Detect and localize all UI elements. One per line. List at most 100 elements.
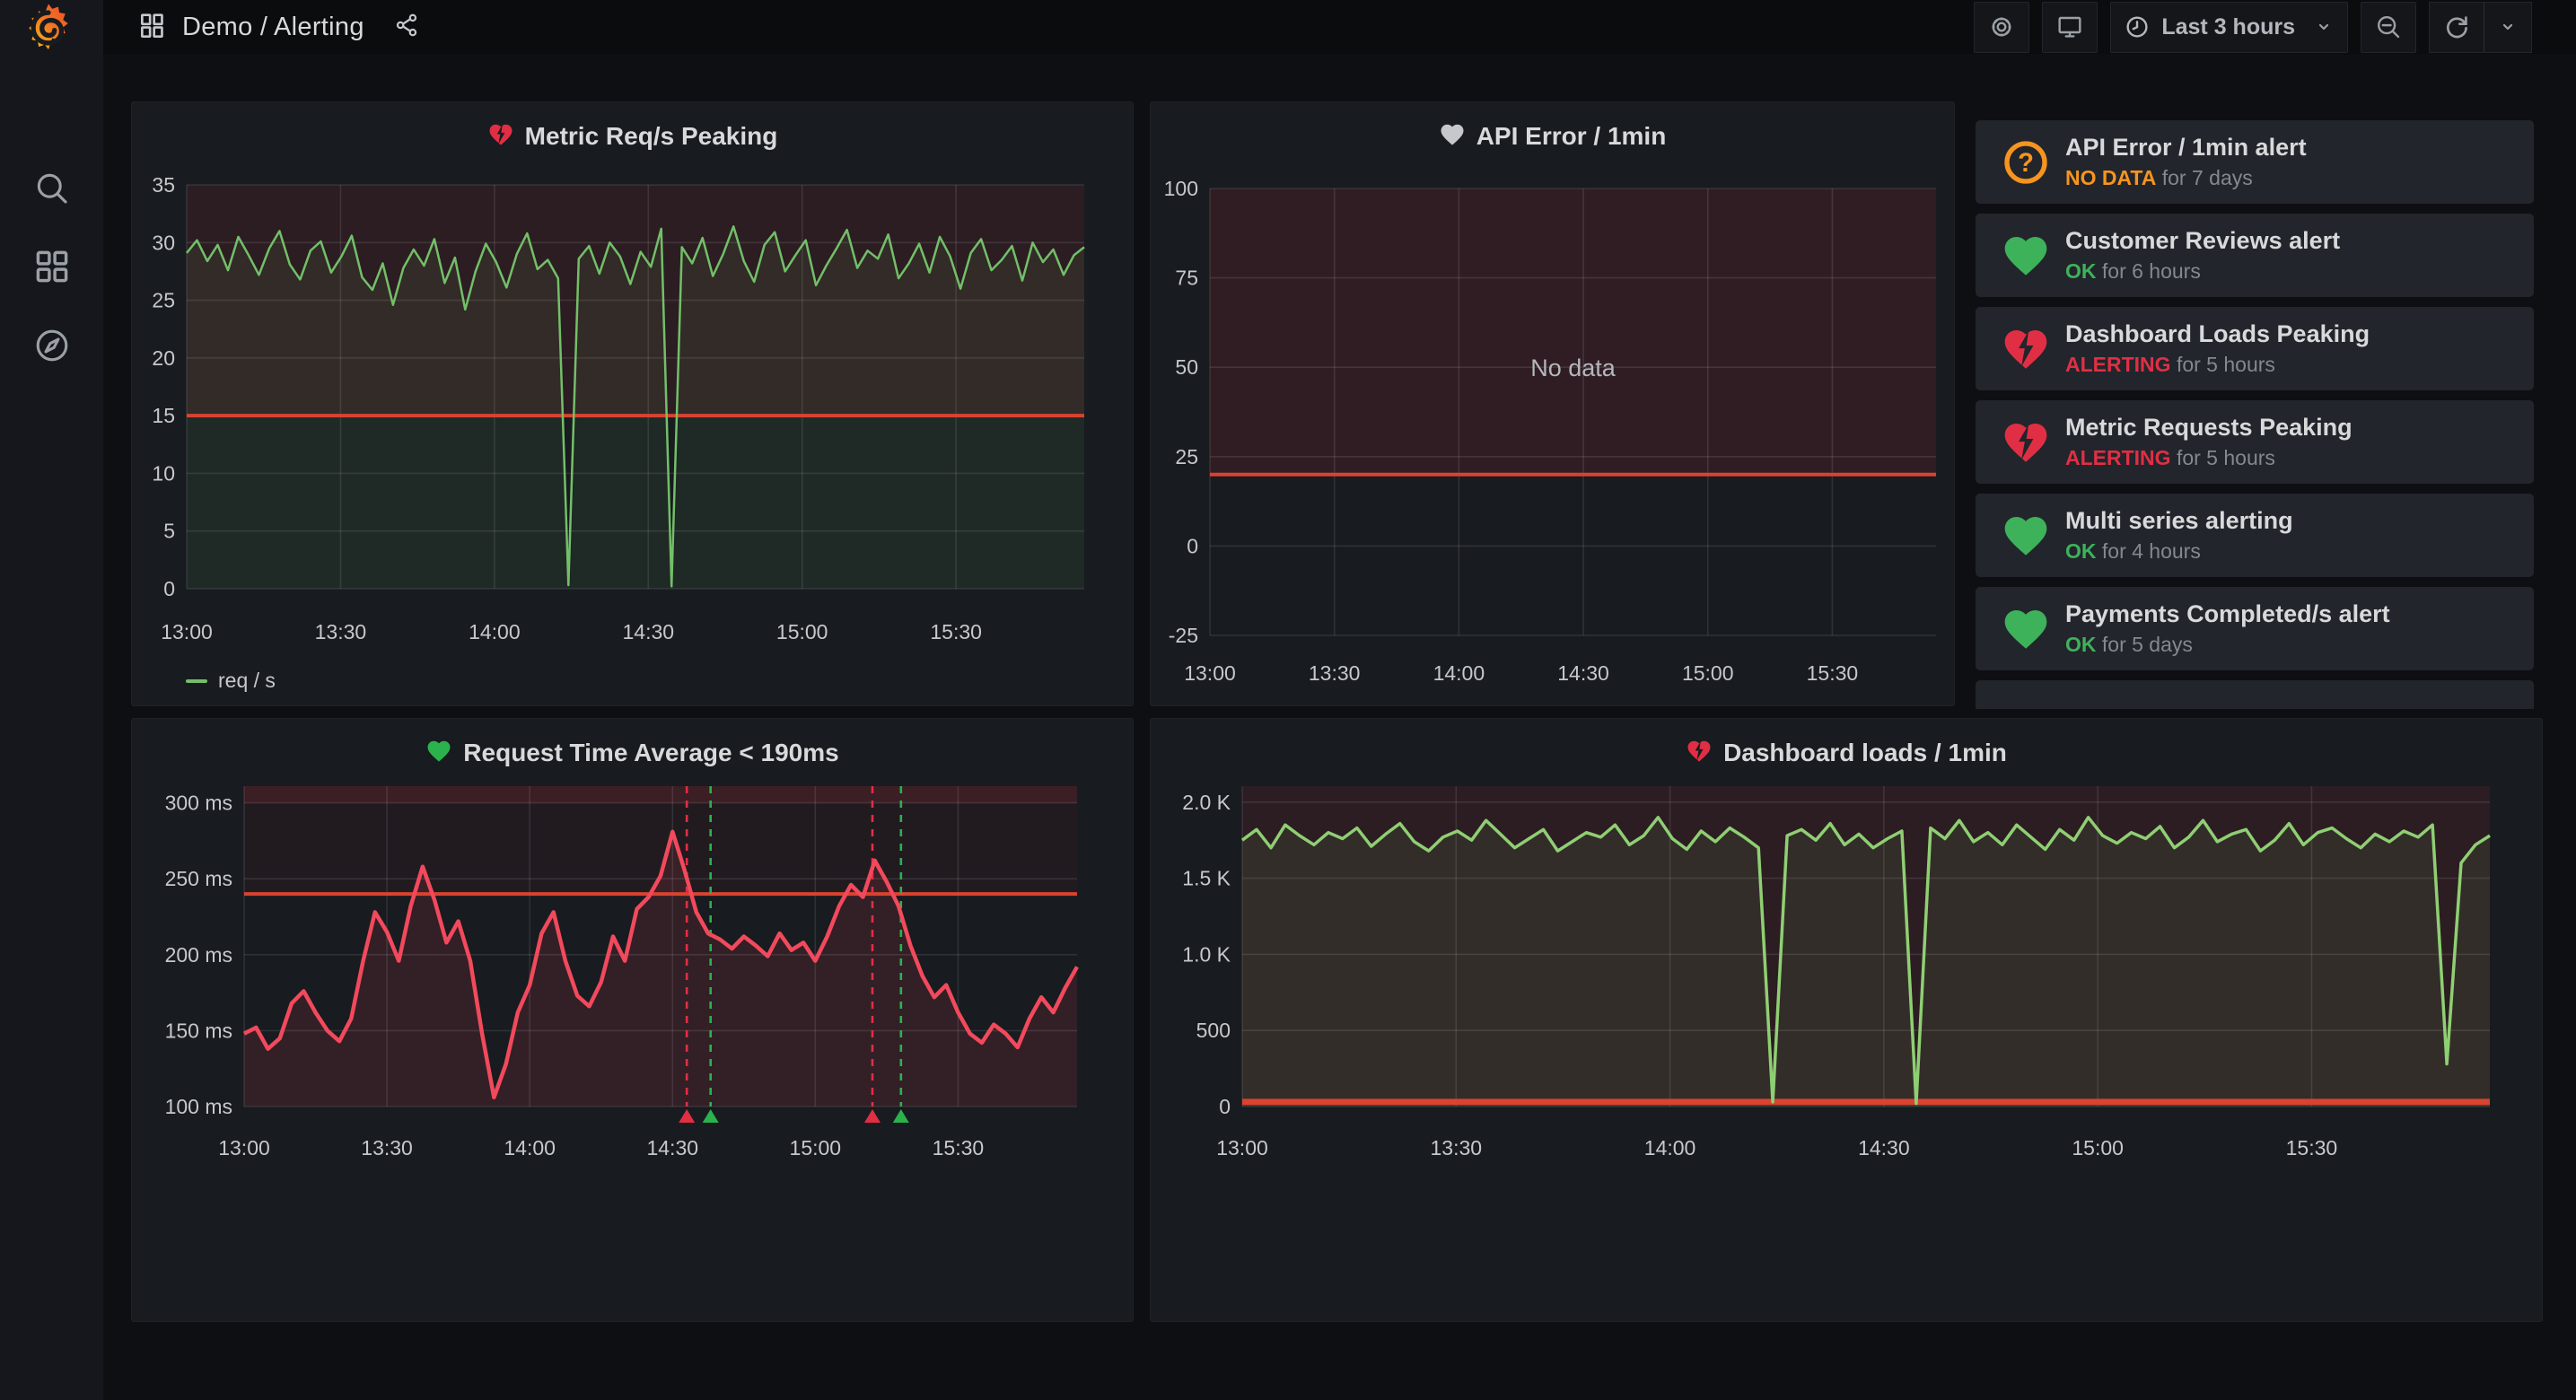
x-axis-label: 15:00	[1682, 661, 1734, 685]
heart-icon	[425, 738, 452, 769]
annotation-marker[interactable]	[679, 1109, 696, 1123]
chart-metric-req-peaking[interactable]: 0 5 10 15 20 25 30 35 13:00 13:30 14:00 14:30 15:00 1…	[132, 162, 1133, 646]
search-icon[interactable]	[32, 169, 72, 208]
alert-rule-name: Payments Completed/s alert	[2065, 600, 2390, 627]
y-axis-label: 25	[1175, 445, 1198, 468]
alert-rule-item[interactable]: Multi series alerting OK for 4 hours	[1976, 494, 2534, 577]
y-axis-label: 50	[1175, 355, 1198, 379]
x-axis-label: 14:00	[1644, 1136, 1696, 1159]
panel-dashboard-loads: Dashboard loads / 1min 0 500 1.0 K 1.5 K 2.0…	[1150, 718, 2543, 1322]
alert-rule-item[interactable]	[1976, 680, 2534, 709]
time-range-label: Last 3 hours	[2161, 13, 2295, 39]
annotation-marker[interactable]	[702, 1109, 719, 1123]
annotation-marker[interactable]	[892, 1109, 909, 1123]
grafana-logo-icon[interactable]	[22, 2, 74, 54]
broken-heart-icon	[1686, 738, 1713, 769]
y-axis-label: 250 ms	[165, 867, 232, 890]
heart-icon	[1439, 121, 1466, 153]
x-axis-label: 13:00	[218, 1136, 270, 1159]
panel-title: API Error / 1min	[1476, 122, 1667, 150]
x-axis-label: 15:00	[2072, 1136, 2124, 1159]
threshold-region	[187, 185, 1084, 416]
chart-api-error[interactable]: -25 0 25 50 75 100 13:00 13:30 14:00 14:30 15:00 15…	[1151, 162, 1954, 707]
y-axis-label: 30	[152, 231, 175, 254]
dashboard-settings-button[interactable]	[1974, 1, 2030, 53]
alert-rule-status: NO DATA for 7 days	[2065, 166, 2253, 189]
alert-rule-status: OK for 5 days	[2065, 633, 2193, 656]
heart-icon	[2001, 604, 2051, 654]
explore-compass-icon[interactable]	[32, 326, 72, 365]
panel-metric-req-peaking: Metric Req/s Peaking 0 5 10 15 20 25 30 35 13:00…	[131, 101, 1134, 706]
alert-rule-item[interactable]: ? API Error / 1min alert NO DATA for 7 day…	[1976, 120, 2534, 204]
panel-api-error: API Error / 1min -25 0 25 50 75 100 13:00 13:30…	[1150, 101, 1955, 706]
legend-series-color	[186, 678, 207, 683]
y-axis-label: 100	[1164, 177, 1198, 200]
threshold-region	[244, 786, 1077, 803]
y-axis-label: 0	[1187, 534, 1198, 557]
alert-rule-item[interactable]: Metric Requests Peaking ALERTING for 5 ho…	[1976, 400, 2534, 484]
y-axis-label: 150 ms	[165, 1019, 232, 1042]
y-axis-label: 25	[152, 289, 175, 312]
share-icon[interactable]	[393, 12, 420, 43]
no-data-text: No data	[1530, 354, 1617, 381]
tv-mode-button[interactable]	[2042, 1, 2098, 53]
legend[interactable]: req / s	[186, 669, 276, 693]
y-axis-label: 200 ms	[165, 943, 232, 967]
svg-text:?: ?	[2018, 149, 2034, 178]
refresh-button[interactable]	[2429, 1, 2484, 53]
chart-dashboard-loads[interactable]: 0 500 1.0 K 1.5 K 2.0 K 13:00 13:30 14:00 14:30 1…	[1151, 778, 2542, 1323]
sidebar	[0, 0, 103, 1400]
y-axis-label: 0	[163, 577, 175, 600]
x-axis-label: 15:00	[790, 1136, 842, 1159]
series-line	[242, 829, 1079, 1100]
x-axis-label: 13:30	[1431, 1136, 1483, 1159]
x-axis-label: 15:30	[1807, 661, 1859, 685]
x-axis-label: 14:00	[469, 620, 521, 643]
x-axis-label: 15:00	[776, 620, 828, 643]
y-axis-label: 100 ms	[165, 1095, 232, 1118]
chart-request-time-average[interactable]: 100 ms 150 ms 200 ms 250 ms 300 ms 13:00 13:30…	[132, 778, 1133, 1323]
alert-rule-name: Dashboard Loads Peaking	[2065, 320, 2370, 347]
alert-rule-status: ALERTING for 5 hours	[2065, 353, 2275, 376]
x-axis-label: 14:30	[1858, 1136, 1910, 1159]
zoom-out-button[interactable]	[2361, 1, 2416, 53]
series-line	[1240, 816, 2491, 1106]
heart-broken-icon	[2001, 324, 2051, 374]
y-axis-label: -25	[1169, 624, 1198, 647]
x-axis-label: 15:30	[2286, 1136, 2338, 1159]
y-axis-label: 500	[1196, 1019, 1231, 1042]
dashboard-squares-icon[interactable]	[137, 11, 166, 44]
y-axis-label: 15	[152, 404, 175, 427]
y-axis-label: 2.0 K	[1182, 791, 1231, 814]
refresh-interval-dropdown[interactable]	[2484, 1, 2532, 53]
panel-request-time-average: Request Time Average < 190ms 100 ms 150 m…	[131, 718, 1134, 1322]
series-line	[186, 225, 1085, 588]
y-axis-label: 35	[152, 173, 175, 197]
breadcrumb[interactable]: Demo / Alerting	[182, 12, 364, 41]
alert-rule-item[interactable]: Customer Reviews alert OK for 6 hours	[1976, 214, 2534, 297]
legend-series-label: req / s	[218, 669, 276, 692]
time-range-picker[interactable]: Last 3 hours	[2110, 1, 2348, 53]
panel-header[interactable]: API Error / 1min	[1151, 102, 1954, 162]
panel-header[interactable]: Metric Req/s Peaking	[132, 102, 1133, 162]
dashboards-icon[interactable]	[32, 247, 72, 286]
alert-list: ? API Error / 1min alert NO DATA for 7 day…	[1976, 120, 2534, 709]
series-fill	[244, 831, 1077, 1107]
y-axis-label: 5	[163, 520, 175, 543]
top-navbar: Demo / Alerting Last 3 hours	[103, 0, 2576, 54]
alert-rule-item[interactable]: Dashboard Loads Peaking ALERTING for 5 ho…	[1976, 307, 2534, 390]
heart-icon	[2001, 511, 2051, 561]
x-axis-label: 14:30	[1557, 661, 1609, 685]
annotation-marker[interactable]	[863, 1109, 881, 1123]
alert-rule-name: API Error / 1min alert	[2065, 134, 2307, 161]
y-axis-label: 300 ms	[165, 792, 232, 815]
threshold-region	[1210, 188, 1936, 475]
panel-header[interactable]: Request Time Average < 190ms	[132, 719, 1133, 778]
y-axis-label: 1.0 K	[1182, 942, 1231, 966]
panel-header[interactable]: Dashboard loads / 1min	[1151, 719, 2542, 778]
question-circle-icon: ?	[2001, 137, 2051, 188]
alert-rule-item[interactable]: Payments Completed/s alert OK for 5 days	[1976, 587, 2534, 670]
alert-rule-status: OK for 4 hours	[2065, 539, 2201, 563]
x-axis-label: 15:30	[933, 1136, 985, 1159]
x-axis-label: 14:30	[623, 620, 675, 643]
